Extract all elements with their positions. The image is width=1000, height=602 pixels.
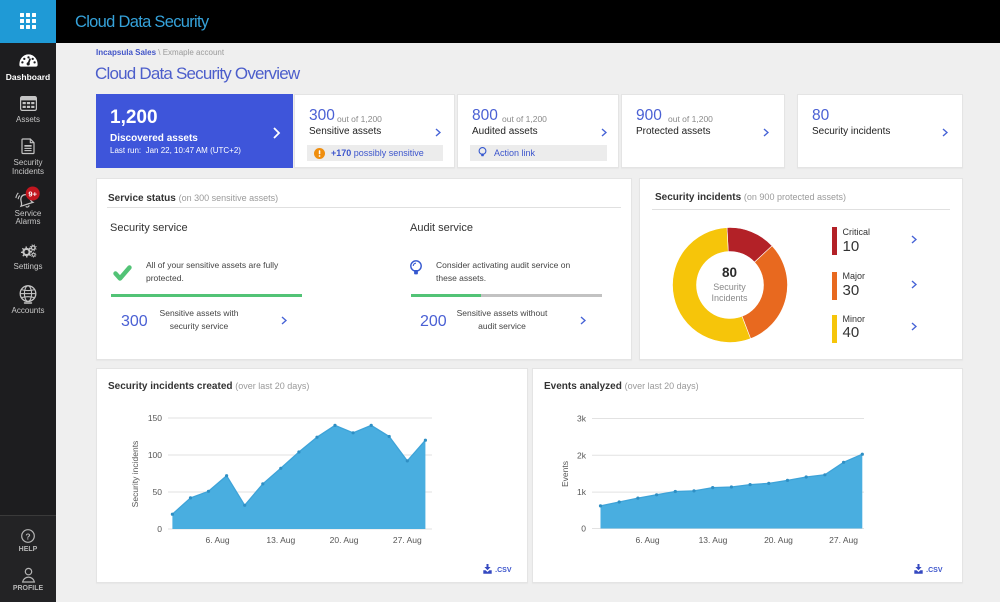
svg-text:Events: Events <box>560 461 570 487</box>
svg-text:2k: 2k <box>577 450 587 460</box>
svg-text:100: 100 <box>148 450 162 460</box>
svg-text:6. Aug: 6. Aug <box>636 535 660 545</box>
svg-text:3k: 3k <box>577 414 587 424</box>
svg-text:13. Aug: 13. Aug <box>699 535 728 545</box>
svg-text:27. Aug: 27. Aug <box>829 535 858 545</box>
svg-text:20. Aug: 20. Aug <box>330 535 359 545</box>
svg-text:150: 150 <box>148 413 162 423</box>
svg-text:20. Aug: 20. Aug <box>764 535 793 545</box>
svg-text:13. Aug: 13. Aug <box>266 535 295 545</box>
svg-text:0: 0 <box>157 524 162 534</box>
svg-text:6. Aug: 6. Aug <box>206 535 230 545</box>
svg-text:0: 0 <box>581 524 586 534</box>
svg-text:27. Aug: 27. Aug <box>393 535 422 545</box>
svg-text:1k: 1k <box>577 487 587 497</box>
svg-text:9+: 9+ <box>28 189 37 198</box>
svg-text:Security incidents: Security incidents <box>130 441 140 508</box>
svg-text:50: 50 <box>153 487 163 497</box>
svg-text:?: ? <box>25 531 30 541</box>
